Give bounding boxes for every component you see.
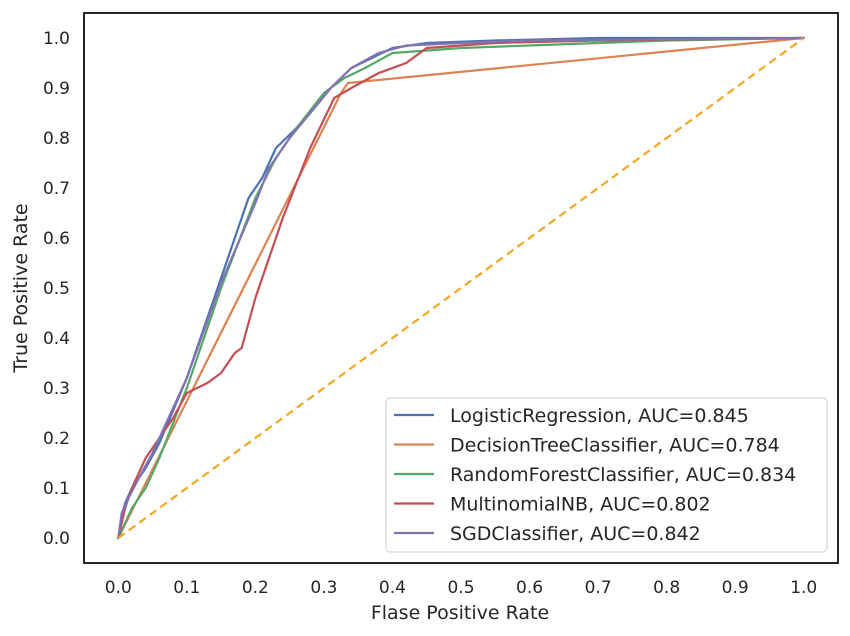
- x-tick-label: 0.8: [653, 578, 680, 598]
- x-axis-title: Flase Positive Rate: [371, 602, 549, 624]
- x-tick-label: 0.3: [310, 578, 337, 598]
- y-tick-label: 0.5: [43, 279, 70, 299]
- y-tick-label: 0.8: [43, 129, 70, 149]
- legend-entry-label: SGDClassifier, AUC=0.842: [450, 523, 701, 545]
- legend-entry-label: DecisionTreeClassifier, AUC=0.784: [450, 435, 780, 457]
- y-axis-title: True Positive Rate: [10, 203, 32, 373]
- y-tick-label: 0.6: [43, 229, 70, 249]
- x-tick-label: 0.2: [242, 578, 269, 598]
- x-tick-label: 0.6: [516, 578, 543, 598]
- y-tick-label: 1.0: [43, 29, 70, 49]
- plot-frame: [83, 12, 839, 564]
- x-tick-label: 0.4: [379, 578, 406, 598]
- x-tick-label: 1.0: [790, 578, 817, 598]
- series-line-1: [117, 36, 805, 540]
- y-tick-label: 0.2: [43, 429, 70, 449]
- y-tick-label: 0.1: [43, 479, 70, 499]
- legend-box: [385, 397, 828, 553]
- legend-entry-label: MultinomialNB, AUC=0.802: [450, 494, 711, 516]
- x-tick-label: 0.7: [585, 578, 612, 598]
- y-tick-label: 0.7: [43, 179, 70, 199]
- legend-entry-label: LogisticRegression, AUC=0.845: [450, 405, 749, 427]
- x-tick-label: 0.9: [722, 578, 749, 598]
- y-tick-label: 0.4: [43, 329, 70, 349]
- legend: LogisticRegression, AUC=0.845 DecisionTre…: [385, 397, 828, 553]
- y-tick-label: 0.0: [43, 529, 70, 549]
- y-axis-ticks: 0.0 0.1 0.2 0.3 0.4 0.5 0.6 0.7 0.8 0.9 1.0: [43, 29, 70, 549]
- x-tick-label: 0.1: [173, 578, 200, 598]
- x-tick-label: 0.0: [105, 578, 132, 598]
- x-tick-label: 0.5: [447, 578, 474, 598]
- legend-entry-label: RandomForestClassifier, AUC=0.834: [450, 464, 796, 486]
- chance-reference-line: [117, 37, 805, 539]
- y-tick-label: 0.3: [43, 379, 70, 399]
- plot-area: [117, 36, 805, 540]
- series-line-3: [117, 36, 805, 540]
- series-line-4: [117, 36, 805, 540]
- y-tick-label: 0.9: [43, 79, 70, 99]
- x-axis-ticks: 0.0 0.1 0.2 0.3 0.4 0.5 0.6 0.7 0.8 0.9 1.0: [105, 578, 818, 598]
